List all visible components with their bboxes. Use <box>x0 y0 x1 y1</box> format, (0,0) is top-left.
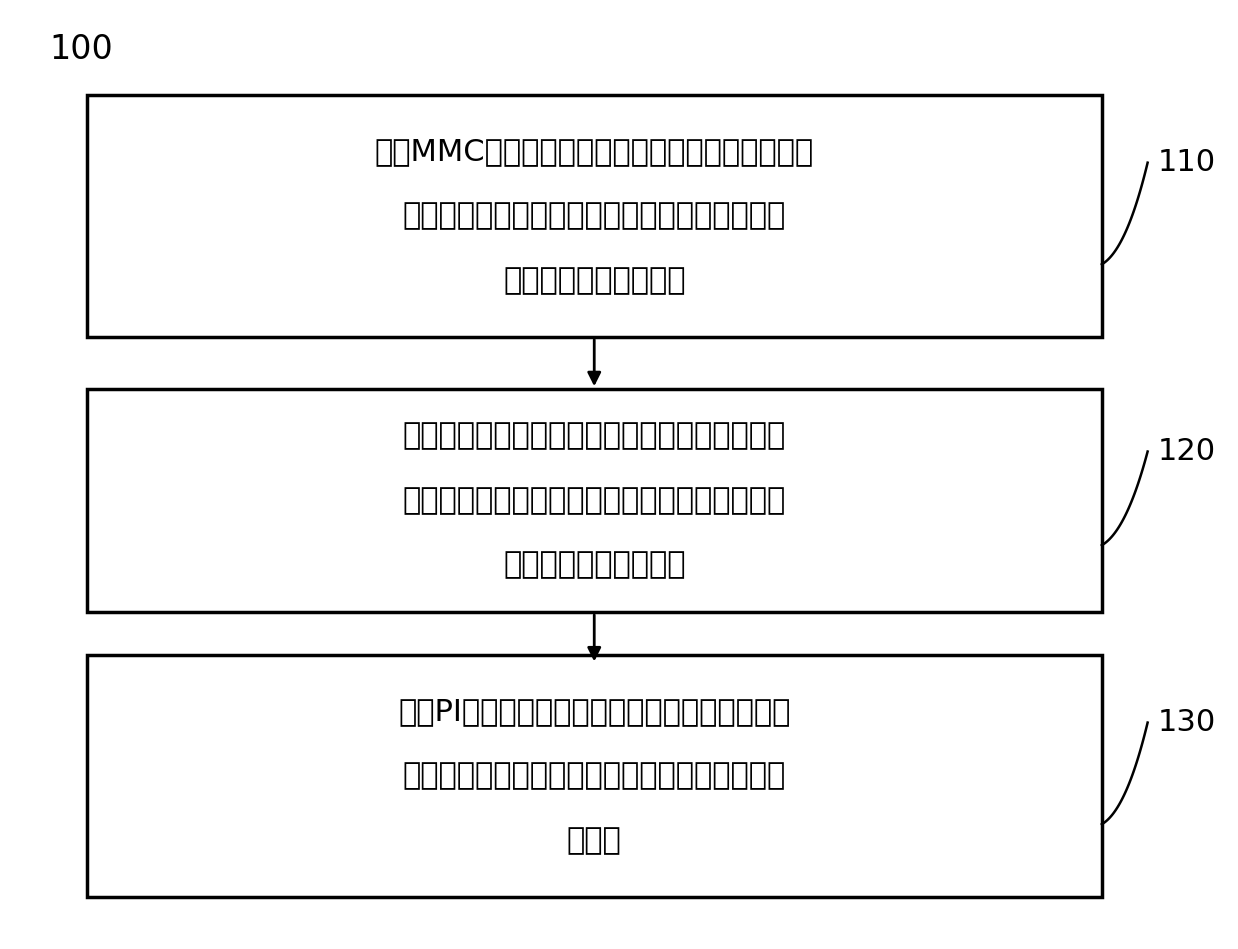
Bar <box>87 95 1102 337</box>
Text: 110: 110 <box>1158 148 1216 177</box>
Text: 输入输出功率第二差值: 输入输出功率第二差值 <box>503 550 686 580</box>
Text: 基于差模电流等效回路和共模电流等效回路，分: 基于差模电流等效回路和共模电流等效回路，分 <box>402 421 786 451</box>
Bar <box>87 655 1102 897</box>
Text: 130: 130 <box>1158 708 1216 737</box>
Text: 路和共模电流等效回路: 路和共模电流等效回路 <box>503 266 686 295</box>
Text: 压平衡: 压平衡 <box>567 826 621 855</box>
Text: 基于MMC型直流变压器的主电路结构和桥臂电流数: 基于MMC型直流变压器的主电路结构和桥臂电流数 <box>375 137 813 166</box>
Text: 的差值，调节第一差值和第二差值，实现电容电: 的差值，调节第一差值和第二差值，实现电容电 <box>402 761 786 791</box>
Text: 采用PI控制，实时采集并基于上下桥臂电容电压: 采用PI控制，实时采集并基于上下桥臂电容电压 <box>399 697 790 726</box>
Bar <box>87 389 1102 612</box>
Text: 别计算上桥臂输入输出功率第一差值以及下桥臂: 别计算上桥臂输入输出功率第一差值以及下桥臂 <box>402 486 786 515</box>
Text: 100: 100 <box>50 33 113 66</box>
Text: 120: 120 <box>1158 437 1216 466</box>
Text: 学模型，建立变压器桥臂电流的差模电流等效回: 学模型，建立变压器桥臂电流的差模电流等效回 <box>402 201 786 231</box>
